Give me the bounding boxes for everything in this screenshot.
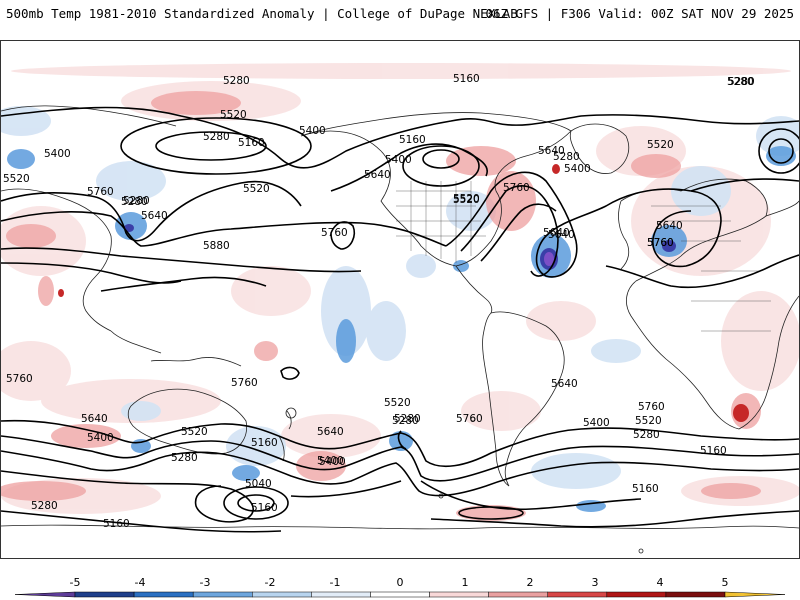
contour-label: 5280	[392, 415, 419, 427]
contour-label: 5280	[728, 76, 755, 88]
contour-label: 5640	[141, 210, 168, 222]
contour-label: 5400	[564, 163, 591, 175]
contour-label: 5640	[364, 169, 391, 181]
contour-label: 5640	[548, 229, 575, 241]
contour-label: 5280	[394, 413, 421, 425]
political-borders	[396, 181, 771, 332]
contour-label: 5400	[583, 417, 610, 429]
colorbar-tick-label: -5	[70, 576, 81, 589]
colorbar-block	[606, 591, 667, 598]
contour-label: 5160	[700, 445, 727, 457]
contour-label: 5160	[399, 134, 426, 146]
contour-label: 5640	[317, 426, 344, 438]
contour-label: 5520	[220, 109, 247, 121]
contour-label: 5160	[453, 73, 480, 85]
height-contours	[1, 106, 799, 533]
contour-label: 5520	[647, 139, 674, 151]
colorbar-block	[252, 591, 312, 598]
colorbar-block	[488, 591, 548, 598]
contour-label: 5760	[456, 413, 483, 425]
contour-label: 5520	[243, 183, 270, 195]
colorbar-tick-label: 2	[527, 576, 534, 589]
contour-label: 5280	[171, 452, 198, 464]
contour-label: 5640	[656, 220, 683, 232]
coastlines	[1, 105, 799, 554]
colorbar-block	[547, 591, 608, 598]
colorbar-block	[14, 591, 76, 598]
contour-label: 5280	[553, 151, 580, 163]
contour-label: 5640	[543, 227, 570, 239]
contour-label: 5280	[121, 196, 148, 208]
contour-label: 5760	[503, 182, 530, 194]
colorbar-tick-label: -4	[135, 576, 146, 589]
contour-label: 5280	[203, 131, 230, 143]
contour-label: 5760	[321, 227, 348, 239]
contour-label: 5520	[181, 426, 208, 438]
anomaly-colorbar: -5 -4 -3 -2 -1 0 1 2 3 4 5	[14, 576, 786, 598]
colorbar-tick-label: 3	[592, 576, 599, 589]
contour-label: 5160	[251, 502, 278, 514]
contour-label: 5280	[31, 500, 58, 512]
contour-label: 5400	[87, 432, 114, 444]
colorbar-block	[665, 591, 726, 598]
contour-label: 5760	[638, 401, 665, 413]
colorbar-tick-label: 5	[722, 576, 729, 589]
chart-title: 500mb Temp 1981-2010 Standardized Anomal…	[6, 6, 518, 21]
contour-label: 5160	[251, 437, 278, 449]
contour-label: 5760	[647, 237, 674, 249]
contour-label: 5880	[203, 240, 230, 252]
contour-label: 5280	[727, 76, 754, 88]
colorbar-tick-label: 4	[657, 576, 664, 589]
contour-label: 5760	[647, 237, 674, 249]
contour-label: 5400	[44, 148, 71, 160]
contour-label: 5160	[103, 518, 130, 530]
contour-label: 5520	[3, 173, 30, 185]
weather-map: 5280 5160 5280 5520 5280 5400 5160 5400 …	[0, 40, 800, 559]
contour-label: 5400	[385, 154, 412, 166]
colorbar-tick-label: -3	[200, 576, 211, 589]
colorbar-tick-label: 0	[397, 576, 404, 589]
colorbar-tick-label: -1	[330, 576, 341, 589]
contour-label: 5520	[453, 193, 480, 205]
contour-label: 5760	[231, 377, 258, 389]
contour-label: 5640	[551, 378, 578, 390]
colorbar-block	[74, 591, 135, 598]
contour-label: 5280	[633, 429, 660, 441]
colorbar-tick-label: -2	[265, 576, 276, 589]
contour-label: 5520	[384, 397, 411, 409]
contour-label: 5160	[238, 137, 265, 149]
contour-label: 5640	[538, 145, 565, 157]
contour-labels: 5280 5160 5280 5520 5280 5400 5160 5400 …	[3, 73, 755, 530]
contour-label: 5280	[223, 75, 250, 87]
contour-label: 5760	[87, 186, 114, 198]
colorbar-ticks: -5 -4 -3 -2 -1 0 1 2 3 4 5	[70, 576, 729, 589]
run-info: 06Z GFS | F306 Valid: 00Z SAT NOV 29 202…	[485, 6, 794, 21]
contour-label: 5400	[299, 125, 326, 137]
colorbar-block	[311, 591, 371, 598]
contour-label: 5400	[319, 456, 346, 468]
contour-label: 5520	[453, 194, 480, 206]
contour-label: 5640	[81, 413, 108, 425]
colorbar-block	[429, 591, 489, 598]
contour-label: 5520	[635, 415, 662, 427]
contour-label: 5400	[317, 455, 344, 467]
colorbar-block	[133, 591, 194, 598]
colorbar-block	[370, 591, 430, 598]
colorbar-tick-label: 1	[462, 576, 469, 589]
contour-label: 5280	[123, 195, 150, 207]
contour-label: 5160	[632, 483, 659, 495]
contour-label: 5760	[6, 373, 33, 385]
contour-label: 5040	[245, 478, 272, 490]
colorbar-blocks	[14, 591, 786, 598]
colorbar-block	[192, 591, 253, 598]
colorbar-block	[724, 591, 786, 598]
